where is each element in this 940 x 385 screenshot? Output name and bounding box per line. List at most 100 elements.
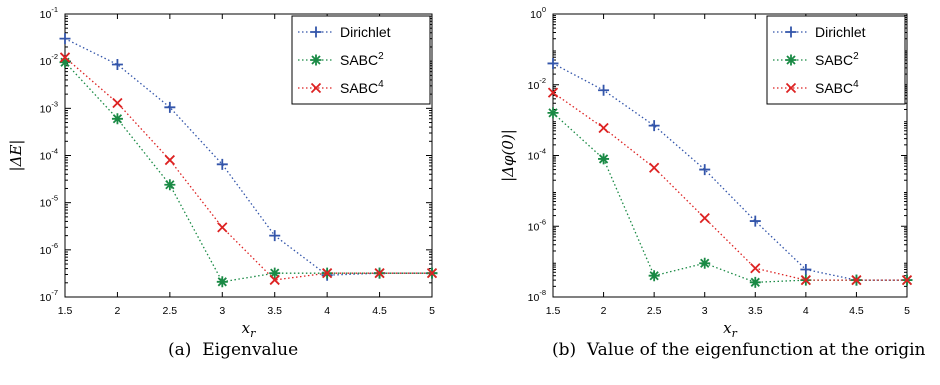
y-tick-label: 10-3: [40, 99, 58, 115]
data-point: [322, 268, 333, 279]
data-point: [749, 276, 761, 288]
data-point: [374, 268, 385, 279]
legend-entry-sabc4: SABC4: [773, 79, 859, 96]
legend-label: SABC4: [815, 79, 859, 96]
data-point: [699, 212, 710, 224]
data-point: [749, 215, 761, 227]
caption-b-label: (b): [552, 340, 577, 360]
x-axis-label: xr: [723, 319, 737, 340]
y-tick-label: 10-6: [528, 217, 546, 233]
y-tick-label: 10-8: [528, 288, 546, 304]
legend-label: SABC2: [815, 51, 859, 68]
legend-label: Dirichlet: [340, 24, 391, 40]
data-point: [216, 276, 228, 288]
data-point: [699, 257, 711, 269]
caption-b: (b) Value of the eigenfunction at the or…: [552, 340, 925, 360]
y-tick-label: 10-7: [40, 288, 58, 304]
data-point: [598, 84, 610, 96]
data-point: [699, 164, 711, 176]
y-axis-label: |Δφ(0)|: [499, 129, 517, 182]
data-point: [547, 87, 559, 98]
x-axis-label: xr: [242, 319, 256, 340]
chart-panel-b: 1.5 2 2.5 3 3.5 4 4.5 5 10-8 10-6 10-4 10-2 100 xr |Δφ…: [499, 5, 913, 340]
x-ticks: 1.5 2 2.5 3 3.5 4 4.5 5: [546, 14, 910, 317]
legend: Dirichlet SABC2 SABC4: [766, 15, 906, 105]
caption-b-text: Value of the eigenfunction at the origin: [586, 340, 926, 360]
y-axis-label: |ΔE|: [7, 140, 25, 172]
data-point: [547, 57, 559, 69]
data-point: [649, 162, 660, 173]
legend-entry-dirichlet: Dirichlet: [298, 24, 391, 40]
legend-marker: [310, 26, 322, 38]
x-tick-label: 5: [904, 305, 910, 317]
legend-entry-sabc2: SABC2: [298, 51, 384, 68]
legend-marker: [310, 54, 322, 66]
legend-marker: [785, 54, 797, 66]
data-point: [164, 179, 176, 191]
data-point: [59, 56, 71, 68]
legend-marker: [310, 82, 322, 94]
x-ticks: 1.5 2 2.5 3 3.5 4 4.5 5: [58, 14, 435, 317]
y-tick-label: 10-6: [40, 241, 58, 257]
legend-label: Dirichlet: [815, 24, 866, 40]
data-point: [648, 120, 660, 132]
data-point: [547, 107, 559, 119]
data-point: [851, 274, 862, 286]
series-sabc4: [59, 52, 438, 286]
y-tick-label: 10-4: [528, 147, 546, 163]
data-point: [800, 274, 811, 286]
data-point: [269, 274, 280, 286]
x-tick-label: 4: [803, 305, 809, 317]
legend-marker: [785, 26, 797, 38]
series-line: [64, 61, 432, 283]
series-sabc2: [547, 107, 913, 288]
x-tick-label: 3.5: [267, 305, 282, 317]
data-point: [648, 270, 660, 282]
x-tick-label: 3: [702, 305, 708, 317]
legend-entry-sabc4: SABC4: [298, 79, 384, 96]
legend: Dirichlet SABC2 SABC4: [291, 15, 431, 105]
data-point: [111, 113, 123, 125]
y-tick-label: 100: [530, 5, 546, 21]
legend-entry-dirichlet: Dirichlet: [773, 24, 866, 40]
data-point: [216, 158, 228, 170]
y-ticks: 10-8 10-6 10-4 10-2 100: [528, 5, 907, 304]
x-tick-label: 2.5: [163, 305, 178, 317]
caption-a: (a) Eigenvalue: [168, 340, 298, 360]
data-point: [217, 222, 228, 233]
data-point: [112, 97, 123, 109]
data-point: [111, 58, 123, 70]
x-tick-label: 4.5: [372, 305, 387, 317]
chart-panel-a: 1.5 2 2.5 3 3.5 4 4.5 5 10-7 10-6 10-5 10-4 10-3 10-2…: [7, 5, 438, 340]
series-line: [64, 56, 432, 281]
caption-a-text: Eigenvalue: [202, 340, 299, 360]
x-tick-label: 5: [429, 305, 435, 317]
y-tick-label: 10-4: [40, 147, 58, 163]
data-point: [164, 101, 176, 113]
y-tick-label: 10-2: [528, 76, 546, 92]
legend-label: SABC2: [340, 51, 384, 68]
x-tick-label: 4: [324, 305, 330, 317]
x-tick-label: 1.5: [58, 305, 73, 317]
x-tick-label: 3.5: [748, 305, 763, 317]
y-tick-label: 10-1: [40, 5, 58, 21]
data-point: [269, 230, 281, 242]
caption-a-label: (a): [168, 340, 192, 360]
data-point: [269, 267, 281, 279]
data-point: [164, 154, 175, 166]
y-tick-label: 10-5: [40, 194, 58, 210]
series-line: [552, 92, 907, 281]
x-tick-label: 2: [601, 305, 607, 317]
x-tick-label: 4.5: [849, 305, 864, 317]
data-point: [901, 274, 913, 286]
y-tick-label: 10-2: [40, 52, 58, 68]
x-tick-label: 2: [115, 305, 121, 317]
data-point: [59, 52, 71, 63]
x-tick-label: 3: [219, 305, 225, 317]
legend-label: SABC4: [340, 79, 384, 96]
x-tick-label: 2.5: [647, 305, 662, 317]
series-sabc4: [547, 87, 913, 286]
data-point: [426, 268, 438, 279]
data-point: [598, 122, 609, 134]
